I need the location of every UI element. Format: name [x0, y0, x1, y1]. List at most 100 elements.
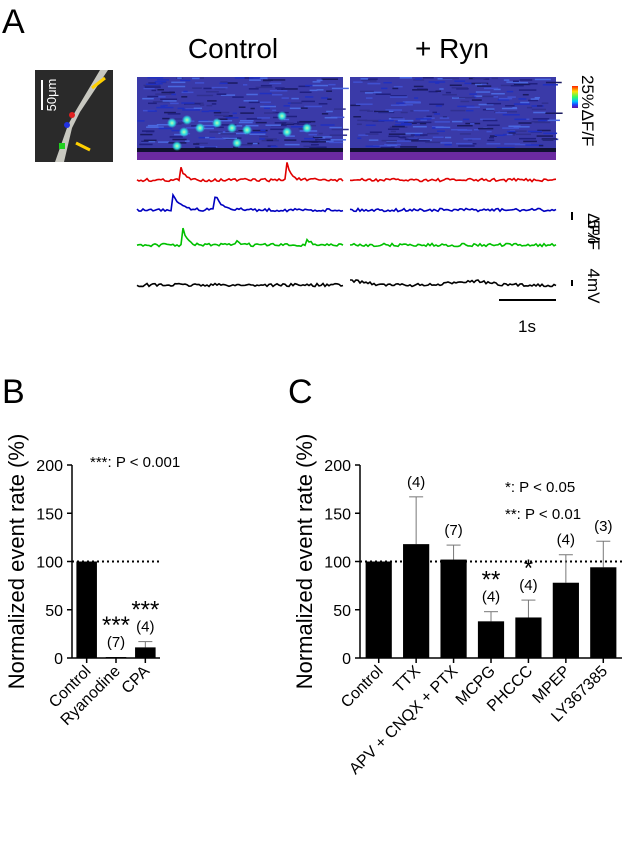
heatmap-noise: [162, 117, 170, 120]
heatmap-noise: [283, 105, 291, 107]
heatmap-noise: [321, 97, 329, 99]
heatmap-noise: [525, 144, 543, 146]
heatmap-noise: [478, 103, 494, 106]
n-label: (4): [519, 577, 537, 594]
dendrite: [55, 70, 108, 162]
heatmap-noise: [284, 115, 298, 118]
heatmap-noise: [333, 108, 346, 110]
heatmap-noise: [380, 146, 395, 149]
heatmap-noise: [329, 134, 348, 136]
heatmap-noise: [401, 122, 412, 125]
heatmap-noise: [436, 130, 445, 132]
heatmap-noise: [310, 143, 319, 146]
heatmap-noise: [451, 87, 468, 89]
traces: [136, 162, 557, 288]
heatmap-noise: [445, 91, 451, 94]
bar: [440, 559, 467, 658]
heatmap-noise: [203, 87, 212, 90]
heatmap-noise: [331, 87, 349, 90]
heatmap-noise: [192, 87, 202, 89]
heatmap-noise: [414, 78, 422, 80]
heatmap-noise: [423, 117, 435, 119]
heatmap-noise: [503, 133, 508, 136]
heatmap-noise: [324, 116, 338, 119]
heatmap-noise: [321, 78, 339, 80]
heatmap-noise: [434, 113, 440, 115]
heatmap-spot: [232, 138, 242, 148]
heatmap-noise: [408, 137, 418, 140]
heatmap-noise: [184, 103, 201, 105]
heatmap-noise: [331, 128, 349, 131]
heatmap-noise: [468, 77, 475, 80]
heatmap-spot: [282, 127, 292, 137]
heatmap-noise: [396, 102, 405, 104]
heatmap-noise: [143, 139, 157, 142]
heatmap-noise: [263, 138, 277, 140]
heatmap-noise: [458, 145, 475, 147]
heatmap-noise: [262, 80, 271, 83]
heatmap-noise: [534, 96, 540, 99]
heatmap-noise: [506, 133, 513, 136]
heatmap-noise: [232, 96, 244, 98]
bar: [403, 544, 430, 658]
heatmap-noise: [156, 79, 170, 81]
heatmap-noise: [309, 89, 318, 92]
heatmap-noise: [147, 77, 164, 79]
heatmap-noise: [148, 82, 156, 84]
heatmap-noise: [391, 118, 405, 120]
colorbar-label: ΔF/F: [578, 110, 597, 147]
heatmap-noise: [320, 140, 334, 143]
heatmap-noise: [170, 102, 179, 105]
heatmap-noise: [194, 82, 205, 84]
heatmap-noise: [486, 124, 500, 127]
heatmap-noise: [367, 82, 381, 85]
heatmap-noise: [519, 79, 533, 81]
heatmap-noise: [442, 77, 460, 80]
heatmap-noise: [514, 81, 529, 84]
heatmap-noise: [285, 135, 295, 137]
heatmap-noise: [435, 90, 442, 92]
y-tick-label: 100: [324, 555, 351, 572]
heatmap-noise: [308, 133, 317, 136]
heatmap-noise: [365, 124, 376, 126]
heatmap-noise: [171, 81, 186, 84]
heatmap-noise: [409, 101, 421, 103]
heatmap-noise: [321, 113, 329, 115]
heatmap-noise: [299, 91, 312, 94]
heatmap-noise: [216, 126, 224, 129]
heatmap-noise: [181, 102, 195, 104]
trace: [136, 282, 344, 288]
roi: [59, 143, 65, 149]
heatmap-noise: [181, 91, 194, 94]
heatmap-noise: [262, 79, 273, 81]
heatmap-noise: [462, 118, 470, 121]
heatmap-noise: [385, 109, 403, 111]
heatmap-spot: [195, 123, 205, 133]
heatmap-noise: [312, 136, 323, 139]
heatmap-noise: [246, 93, 258, 96]
heatmap-noise: [264, 107, 270, 110]
heatmap-noise: [174, 118, 182, 120]
y-tick-label: 50: [45, 603, 63, 620]
heatmap-noise: [304, 105, 323, 108]
heatmap-noise: [541, 138, 558, 140]
heatmap-noise: [355, 103, 373, 105]
trace: [136, 192, 344, 213]
heatmap-noise: [402, 101, 415, 103]
heatmap-noise: [501, 107, 518, 110]
heatmap-noise: [196, 94, 214, 97]
heatmap-noise: [238, 106, 246, 109]
heatmap-noise: [374, 110, 389, 113]
heatmap-noise: [399, 77, 413, 79]
heatmap-noise: [541, 102, 549, 104]
heatmap-noise: [205, 125, 216, 128]
heatmap-noise: [457, 105, 475, 108]
heatmap-noise: [478, 127, 494, 130]
heatmap-noise: [528, 99, 538, 102]
heatmap-noise: [183, 90, 188, 93]
heatmap-noise: [305, 84, 313, 87]
heatmap-noise: [386, 142, 397, 144]
heatmap-band: [350, 148, 556, 152]
heatmap-noise: [522, 93, 529, 96]
heatmap-noise: [487, 139, 495, 142]
